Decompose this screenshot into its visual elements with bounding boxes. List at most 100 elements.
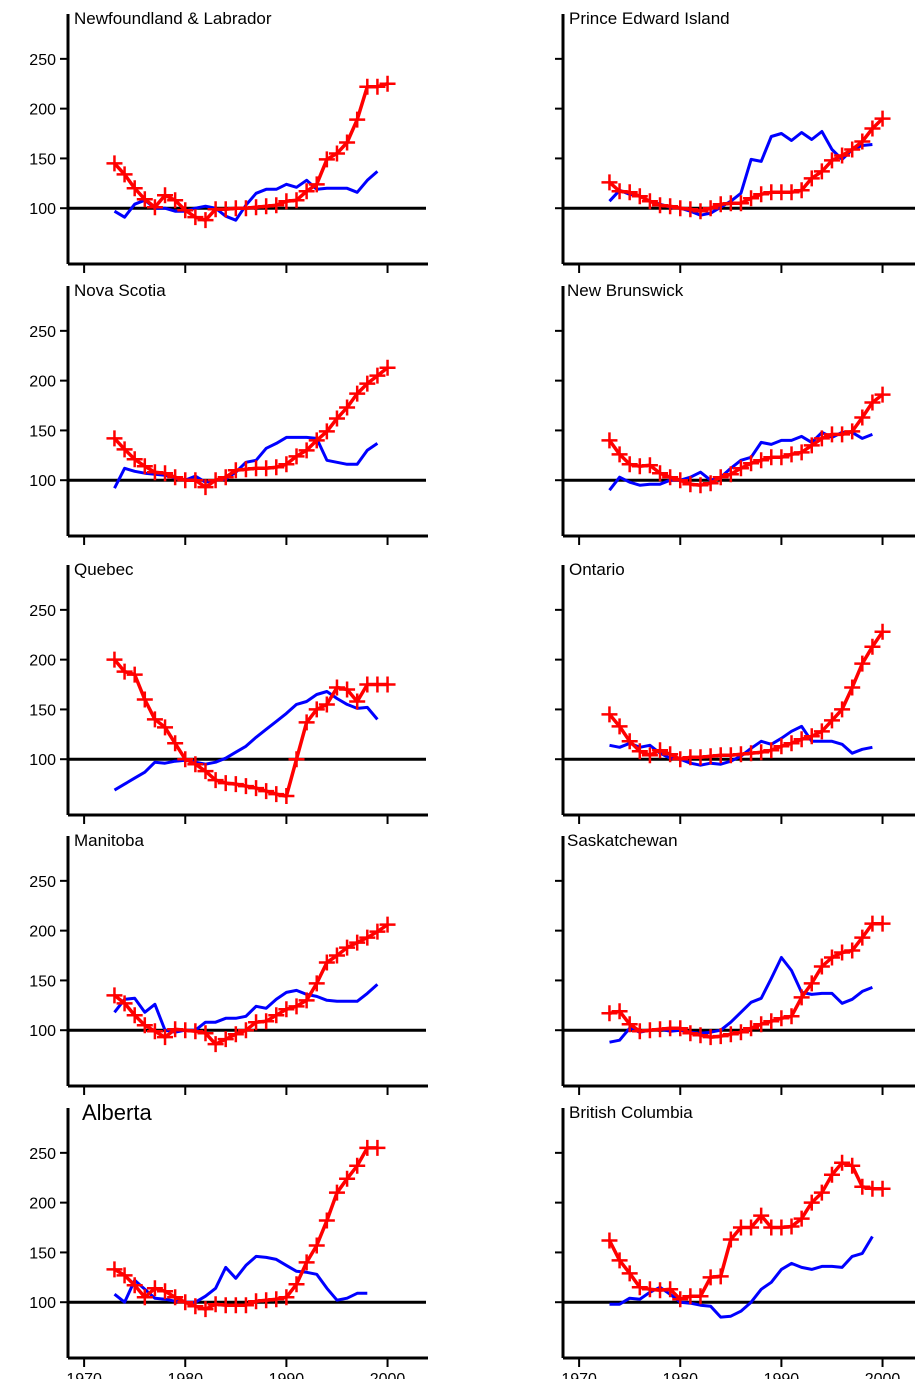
plus-marker [116,166,133,183]
y-tick-label: 250 [29,1146,56,1163]
series-blue [609,1235,874,1319]
plus-marker [611,1003,628,1020]
series-red [106,916,396,1053]
plus-marker [237,778,254,795]
plus-marker [834,944,851,961]
plus-marker [197,1301,214,1318]
plus-marker [652,742,669,759]
plus-marker [631,1279,648,1296]
plus-marker [328,947,345,964]
plus-marker [237,1022,254,1039]
plus-marker [844,1157,861,1174]
x-tick-label: 1970 [561,1371,597,1379]
plus-marker [157,719,174,736]
plus-marker [328,679,345,696]
plus-marker [349,385,366,402]
plus-marker [359,929,376,946]
plus-marker [146,1280,163,1297]
panel-1: Newfoundland & Labrador 100 150 200 250 [29,9,428,273]
y-tick-label: 150 [29,151,56,168]
plus-marker [248,780,265,797]
plus-marker [641,747,658,764]
plus-marker [278,1001,295,1018]
panel-title: Manitoba [74,831,144,850]
plus-marker [783,446,800,463]
y-tick-label: 100 [29,752,56,769]
plus-marker [834,701,851,718]
axes: 100 150 200 250 1970 1980 1990 2000 [29,1108,428,1379]
series-line [113,690,379,792]
plus-marker [854,133,871,150]
plus-marker [722,1026,739,1043]
plus-marker [339,399,356,416]
axes: 100 150 200 250 [29,836,428,1095]
plus-marker [621,184,638,201]
panel-title: Alberta [82,1100,152,1125]
plus-marker [692,1027,709,1044]
plus-marker [611,718,628,735]
plus-marker [631,188,648,205]
panel-5: Quebec 100 150 200 250 [29,560,428,824]
y-tick-label: 150 [29,423,56,440]
plus-marker [207,772,224,789]
plus-marker [854,655,871,672]
series-red [601,915,891,1046]
panel-6: Ontario [555,560,915,824]
y-tick-label: 250 [29,603,56,620]
panel-3: Nova Scotia 100 150 200 250 [29,281,428,545]
series-line [608,630,884,761]
plus-marker [369,923,386,940]
plus-marker [874,915,891,932]
plus-marker [672,751,689,768]
series-line [609,921,883,1039]
plus-marker [672,1020,689,1037]
plus-marker [854,1178,871,1195]
axes [555,286,915,545]
plus-marker [278,788,295,805]
series-line [608,117,884,213]
plus-marker [157,1283,174,1300]
plus-marker [662,746,679,763]
plus-marker [783,1218,800,1235]
plus-marker [258,1013,275,1030]
plus-marker [601,1232,618,1249]
plus-marker [722,1231,739,1248]
plus-marker [712,469,729,486]
plus-marker [743,190,760,207]
plus-marker [197,212,214,229]
plus-marker [682,201,699,218]
plus-marker [732,460,749,477]
plus-marker [379,916,396,933]
plus-marker [339,1170,356,1187]
plus-marker [763,1013,780,1030]
plus-marker [763,742,780,759]
plus-marker [601,174,618,191]
plus-marker [621,733,638,750]
plus-marker [601,1005,618,1022]
plus-marker [328,1184,345,1201]
plus-marker [177,1294,194,1311]
plus-marker [813,958,830,975]
plus-marker [318,151,335,168]
plus-marker [823,949,840,966]
plus-marker [157,465,174,482]
series-blue [113,690,379,792]
plus-marker [268,197,285,214]
plus-marker [773,449,790,466]
plus-marker [844,141,861,158]
plus-marker [803,728,820,745]
plus-marker [379,676,396,693]
series-red [106,1139,386,1318]
panel-7: Manitoba 100 150 200 250 [29,831,428,1095]
plus-marker [874,1180,891,1197]
plus-marker [844,679,861,696]
plus-marker [793,444,810,461]
plus-marker [157,187,174,204]
plus-marker [187,209,204,226]
plus-marker [864,394,881,411]
plus-marker [662,198,679,215]
plus-marker [177,202,194,219]
plus-marker [702,475,719,492]
y-tick-label: 150 [29,702,56,719]
plus-marker [743,455,760,472]
